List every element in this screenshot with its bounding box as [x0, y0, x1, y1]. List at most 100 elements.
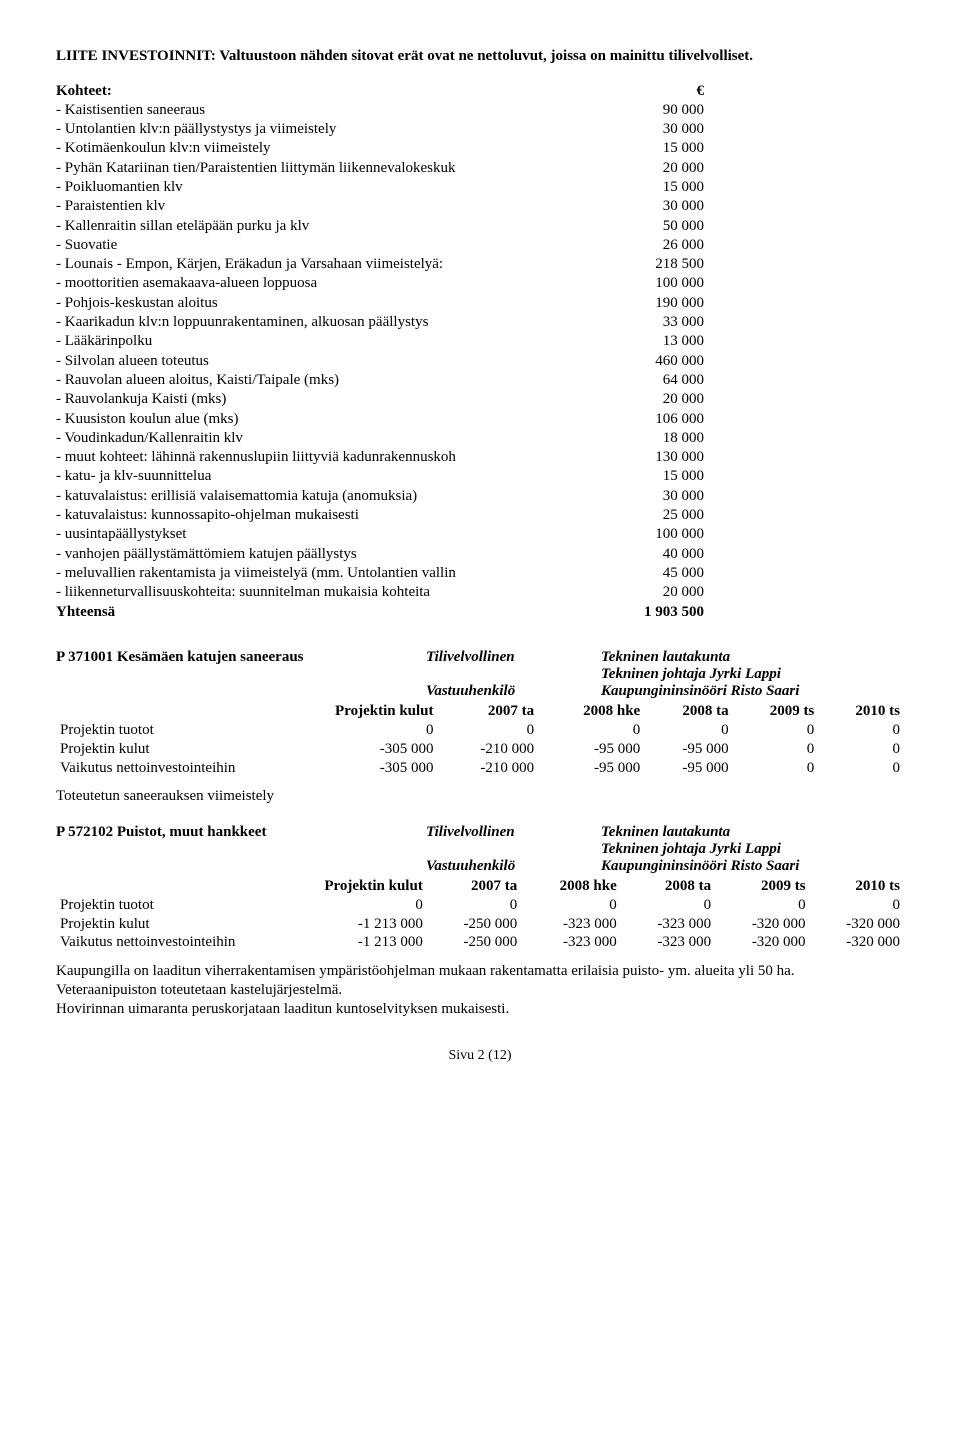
kohteet-item-value: 20 000: [570, 583, 904, 602]
cell-value: -323 000: [521, 915, 621, 934]
kohteet-item-value: 20 000: [570, 390, 904, 409]
col-header: 2008 ta: [644, 702, 732, 721]
cell-value: -305 000: [264, 759, 438, 778]
cell-value: 0: [621, 896, 715, 915]
kohteet-item-label: - Untolantien klv:n päällystystys ja vii…: [56, 120, 570, 139]
kohteet-item-value: 18 000: [570, 428, 904, 447]
cell-value: 0: [810, 896, 904, 915]
cell-value: -95 000: [644, 740, 732, 759]
col-header: 2007 ta: [438, 702, 539, 721]
project-code: P 371001 Kesämäen katujen saneeraus: [56, 649, 426, 666]
kohteet-item-value: 106 000: [570, 409, 904, 428]
cell-value: -323 000: [521, 933, 621, 952]
cell-value: 0: [733, 721, 819, 740]
cell-value: 0: [733, 759, 819, 778]
cell-value: -95 000: [644, 759, 732, 778]
cell-value: 0: [538, 721, 644, 740]
cell-value: 0: [264, 896, 427, 915]
cell-value: 0: [427, 896, 521, 915]
kohteet-list: Kohteet:€ - Kaistisentien saneeraus90 00…: [56, 81, 904, 621]
cell-value: -210 000: [438, 740, 539, 759]
kohteet-item-label: - meluvallien rakentamista ja viimeistel…: [56, 563, 570, 582]
project1-note: Toteutetun saneerauksen viimeistely: [56, 787, 904, 806]
kohteet-item-value: 218 500: [570, 255, 904, 274]
project2-table: Projektin kulut2007 ta2008 hke2008 ta200…: [56, 877, 904, 952]
cell-value: 0: [818, 721, 904, 740]
kohteet-item-label: - liikenneturvallisuuskohteita: suunnite…: [56, 583, 570, 602]
kohteet-item-label: - Poikluomantien klv: [56, 177, 570, 196]
col-header: 2007 ta: [427, 877, 521, 896]
cell-value: 0: [438, 721, 539, 740]
cell-value: 0: [264, 721, 438, 740]
kohteet-item-value: 40 000: [570, 544, 904, 563]
kohteet-item-value: 50 000: [570, 216, 904, 235]
vastuuhenkilo-value: Kaupungininsinööri Risto Saari: [601, 858, 799, 875]
cell-value: 0: [818, 740, 904, 759]
cell-value: 0: [521, 896, 621, 915]
vastuuhenkilo-label: Vastuuhenkilö: [426, 683, 601, 700]
kohteet-item-label: - Pohjois-keskustan aloitus: [56, 293, 570, 312]
cell-value: 0: [644, 721, 732, 740]
col-header: Projektin kulut: [264, 877, 427, 896]
kohteet-item-label: - uusintapäällystykset: [56, 525, 570, 544]
row-label: Projektin tuotot: [56, 896, 264, 915]
kohteet-item-label: - Kuusiston koulun alue (mks): [56, 409, 570, 428]
kohteet-item-label: - Kaarikadun klv:n loppuunrakentaminen, …: [56, 313, 570, 332]
kohteet-item-label: - katu- ja klv-suunnittelua: [56, 467, 570, 486]
kohteet-item-label: - Silvolan alueen toteutus: [56, 351, 570, 370]
cell-value: -323 000: [621, 915, 715, 934]
project-code: P 572102 Puistot, muut hankkeet: [56, 824, 426, 841]
note-line: Veteraanipuiston toteutetaan kastelujärj…: [56, 981, 904, 1000]
kohteet-item-value: 460 000: [570, 351, 904, 370]
col-header: 2010 ts: [818, 702, 904, 721]
project-p572102: P 572102 Puistot, muut hankkeet Tilivelv…: [56, 824, 904, 952]
cell-value: 0: [818, 759, 904, 778]
cell-value: -250 000: [427, 915, 521, 934]
cell-value: -323 000: [621, 933, 715, 952]
kohteet-item-label: - Lounais - Empon, Kärjen, Eräkadun ja V…: [56, 255, 570, 274]
kohteet-item-value: 20 000: [570, 158, 904, 177]
cell-value: -250 000: [427, 933, 521, 952]
kohteet-item-value: 15 000: [570, 177, 904, 196]
tekninen-johtaja: Tekninen johtaja Jyrki Lappi: [601, 841, 781, 858]
cell-value: 0: [733, 740, 819, 759]
kohteet-item-value: 190 000: [570, 293, 904, 312]
vastuuhenkilo-value: Kaupungininsinööri Risto Saari: [601, 683, 799, 700]
cell-value: 0: [715, 896, 809, 915]
note-line: Kaupungilla on laaditun viherrakentamise…: [56, 962, 904, 981]
row-label: Vaikutus nettoinvestointeihin: [56, 933, 264, 952]
col-header: 2009 ts: [715, 877, 809, 896]
kohteet-item-value: 25 000: [570, 506, 904, 525]
kohteet-header: Kohteet:: [56, 81, 570, 100]
kohteet-item-value: 130 000: [570, 448, 904, 467]
cell-value: -1 213 000: [264, 933, 427, 952]
col-header: 2008 hke: [521, 877, 621, 896]
col-header: 2008 ta: [621, 877, 715, 896]
vastuuhenkilo-label: Vastuuhenkilö: [426, 858, 601, 875]
kohteet-item-value: 30 000: [570, 197, 904, 216]
kohteet-item-label: - Kallenraitin sillan eteläpään purku ja…: [56, 216, 570, 235]
col-header: [56, 702, 264, 721]
page-title: LIITE INVESTOINNIT: Valtuustoon nähden s…: [56, 48, 904, 65]
kohteet-item-label: - Rauvolan alueen aloitus, Kaisti/Taipal…: [56, 370, 570, 389]
tilivelvollinen-label: Tilivelvollinen: [426, 824, 601, 841]
kohteet-item-value: 13 000: [570, 332, 904, 351]
kohteet-item-label: - moottoritien asemakaava-alueen loppuos…: [56, 274, 570, 293]
row-label: Projektin kulut: [56, 740, 264, 759]
kohteet-currency: €: [570, 81, 904, 100]
project2-notes: Kaupungilla on laaditun viherrakentamise…: [56, 962, 904, 1018]
cell-value: -320 000: [810, 933, 904, 952]
cell-value: -305 000: [264, 740, 438, 759]
row-label: Projektin kulut: [56, 915, 264, 934]
row-label: Projektin tuotot: [56, 721, 264, 740]
cell-value: -95 000: [538, 759, 644, 778]
kohteet-item-value: 33 000: [570, 313, 904, 332]
cell-value: -1 213 000: [264, 915, 427, 934]
kohteet-item-label: - muut kohteet: lähinnä rakennuslupiin l…: [56, 448, 570, 467]
cell-value: -320 000: [810, 915, 904, 934]
kohteet-item-label: - katuvalaistus: kunnossapito-ohjelman m…: [56, 506, 570, 525]
kohteet-item-label: - Suovatie: [56, 235, 570, 254]
project1-table: Projektin kulut2007 ta2008 hke2008 ta200…: [56, 702, 904, 777]
page-footer: Sivu 2 (12): [56, 1048, 904, 1064]
kohteet-item-value: 15 000: [570, 467, 904, 486]
